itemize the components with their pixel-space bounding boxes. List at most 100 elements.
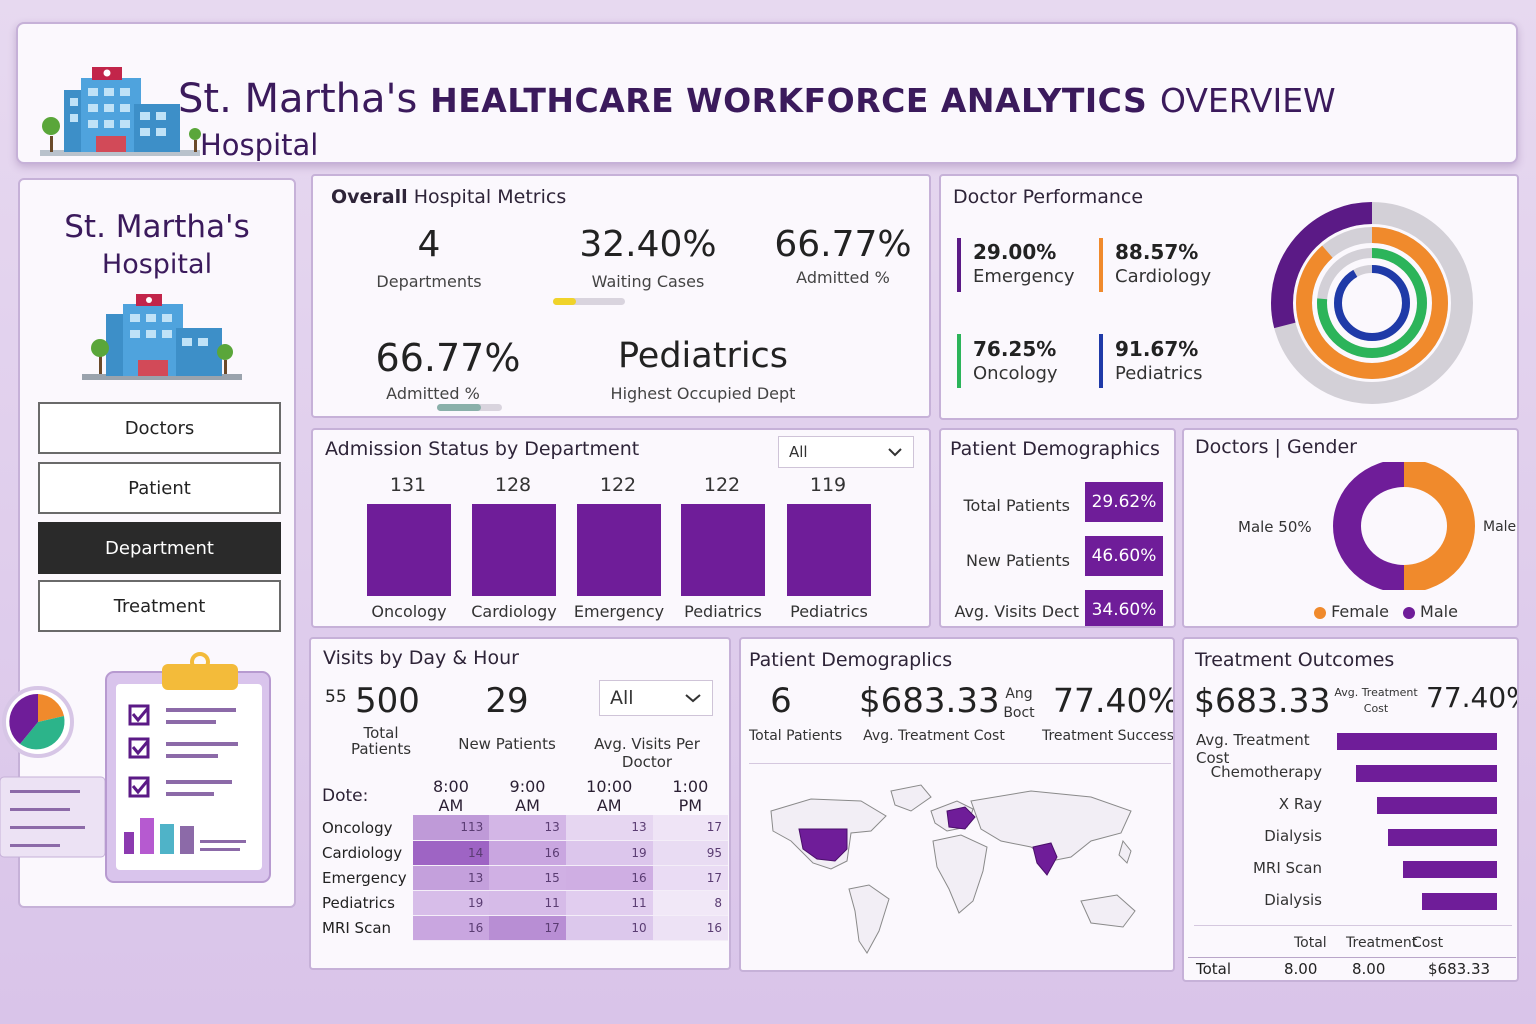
heatmap-cell[interactable]: 95 (652, 840, 728, 866)
world-map (770, 784, 1136, 954)
ring-arc-pediatrics[interactable] (1334, 265, 1410, 341)
panel-title: Patient Demograplics (749, 649, 953, 671)
ring-arc-emergency[interactable] (1271, 202, 1473, 404)
heatmap-cell[interactable]: 13 (565, 815, 653, 841)
heatmap-row: MRI Scan 16 17 10 16 (316, 915, 728, 941)
admission-bar[interactable] (787, 504, 871, 596)
ring-arc-cardiology[interactable] (1296, 227, 1448, 379)
hospital-building-icon (40, 67, 201, 156)
admission-bar[interactable] (681, 504, 765, 596)
gender-right-label: Male (1483, 519, 1517, 535)
admission-bar-label: Emergency (573, 602, 665, 621)
heatmap-cell[interactable]: 16 (412, 915, 490, 941)
footer-total-label: Total (1196, 960, 1232, 978)
chevron-down-icon (685, 694, 701, 703)
treatment-bar-label: X Ray (1278, 795, 1322, 813)
admission-bar-label: Cardiology (471, 602, 557, 621)
geo-small-label: Ang Boct (1003, 686, 1035, 721)
treatment-outcomes-panel: Treatment Outcomes $683.33 Avg. Treatmen… (1182, 637, 1519, 982)
avg-visits-label: Avg. Visits Per Doctor (594, 735, 700, 771)
footer-total-value: 8.00 (1284, 960, 1318, 978)
admission-bar[interactable] (367, 504, 451, 596)
doctors-gender-panel: Doctors | Gender Male 50% Male Female Ma… (1182, 428, 1519, 628)
nav-treatment-button[interactable]: Treatment (38, 580, 281, 632)
geo-avg-cost-label: Avg. Treatment Cost (863, 728, 1005, 744)
highest-dept-value: Pediatrics (617, 336, 789, 376)
heatmap-cell[interactable]: 19 (565, 840, 653, 866)
heatmap-cell[interactable]: 11 (489, 890, 566, 916)
admitted-secondary-label: Admitted % (386, 384, 480, 403)
admitted-value: 66.77% (774, 224, 912, 265)
heatmap-corner-label: Dote: (322, 786, 369, 806)
heatmap-cell[interactable]: 16 (489, 840, 566, 866)
divider (1194, 925, 1512, 926)
admission-bar-label: Pediatrics (790, 602, 868, 621)
dropdown-value: All (789, 443, 808, 461)
oncology-performance-value: 76.25% (973, 337, 1057, 361)
female-slice[interactable] (1403, 462, 1475, 590)
panel-title: Visits by Day & Hour (323, 647, 519, 669)
heatmap-cell[interactable]: 13 (412, 865, 490, 891)
treatment-bar[interactable] (1337, 733, 1497, 750)
cardiology-color-bar (1099, 238, 1103, 292)
chevron-down-icon (888, 448, 902, 457)
visits-heatmap-table: Dote: 8:00 AM 9:00 AM 10:00 AM 1:00 PM Oncolo… (316, 777, 728, 941)
treatment-cost-value: $683.33 (1194, 681, 1331, 720)
emergency-performance-value: 29.00% (973, 240, 1057, 264)
admission-bar[interactable] (577, 504, 661, 596)
treatment-bar[interactable] (1388, 829, 1497, 846)
panel-title: Treatment Outcomes (1195, 649, 1395, 671)
heatmap-cell[interactable]: 15 (489, 865, 566, 891)
heatmap-cell[interactable]: 19 (412, 890, 490, 916)
heatmap-cell[interactable]: 11 (565, 890, 653, 916)
admitted-label: Admitted % (796, 268, 890, 287)
admitted-progress-fill (437, 404, 481, 411)
new-patients-label: New Patients (965, 551, 1070, 570)
admission-bar[interactable] (472, 504, 556, 596)
waiting-progress-bar (553, 298, 625, 305)
heatmap-cell[interactable]: 17 (652, 815, 728, 841)
panel-title: Overall Hospital Metrics (331, 186, 567, 208)
heatmap-cell[interactable]: 17 (489, 915, 566, 941)
heatmap-cell[interactable]: 13 (489, 815, 566, 841)
clipboard-report-icon (0, 652, 271, 883)
heatmap-cell[interactable]: 10 (565, 915, 653, 941)
admission-bar-value: 131 (389, 474, 427, 496)
dropdown-value: All (610, 687, 634, 709)
male-slice[interactable] (1333, 462, 1405, 590)
treatment-bar[interactable] (1356, 765, 1497, 782)
visits-filter-dropdown[interactable]: All (599, 680, 713, 716)
heatmap-cell[interactable]: 16 (652, 915, 728, 941)
nav-patient-button[interactable]: Patient (38, 462, 281, 514)
highest-dept-label: Highest Occupied Dept (610, 384, 796, 403)
divider (749, 763, 1171, 764)
hospital-building-icon (82, 294, 242, 380)
heatmap-row-label: MRI Scan (316, 915, 413, 940)
heatmap-cell[interactable]: 8 (652, 890, 728, 916)
admission-filter-dropdown[interactable]: All (778, 436, 914, 468)
treatment-bar[interactable] (1403, 861, 1497, 878)
new-patients-label: New Patients (458, 735, 556, 753)
dashboard-subtitle: Hospital (200, 128, 319, 162)
ring-arc-oncology[interactable] (1317, 248, 1427, 358)
treatment-bar[interactable] (1377, 797, 1497, 814)
footer-header-treatment: Treatment (1346, 935, 1418, 951)
heatmap-cell[interactable]: 16 (565, 865, 653, 891)
footer-cost-value: $683.33 (1428, 960, 1491, 978)
total-patients-value: 500 (355, 681, 420, 721)
heatmap-cell[interactable]: 17 (652, 865, 728, 891)
nav-doctors-button[interactable]: Doctors (38, 402, 281, 454)
gender-legend: Female Male (1314, 602, 1458, 621)
nav-department-button[interactable]: Department (38, 522, 281, 574)
pediatrics-performance-value: 91.67% (1115, 337, 1199, 361)
heatmap-row-label: Emergency (316, 865, 413, 890)
treatment-bar[interactable] (1422, 893, 1497, 910)
admission-bar-value: 128 (494, 474, 532, 496)
treatment-bar-label: Chemotherapy (1210, 763, 1322, 781)
heatmap-cell[interactable]: 14 (412, 840, 490, 866)
treatment-bar-label: Avg. Treatment Cost (1196, 731, 1310, 767)
heatmap-cell[interactable]: 113 (412, 815, 490, 841)
sidebar-hospital-name: St. Martha's Hospital (64, 209, 250, 280)
geo-success-value: 77.40% (1053, 681, 1175, 720)
cardiology-performance-label: Cardiology (1115, 266, 1212, 287)
